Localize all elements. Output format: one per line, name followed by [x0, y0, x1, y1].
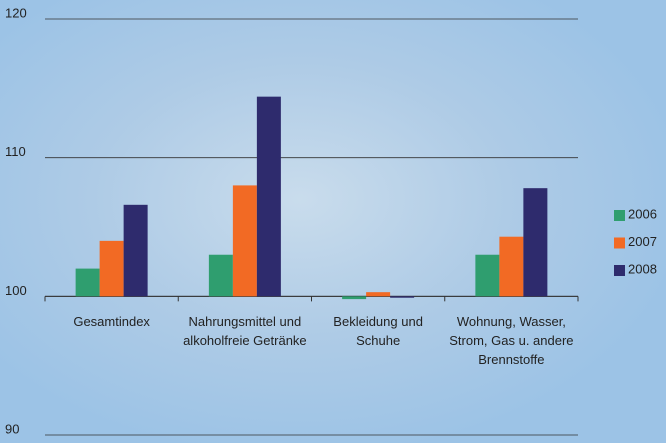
x-tick-label: Gesamtindex [73, 314, 150, 330]
bar [366, 292, 391, 297]
x-tick-label: Bekleidung und Schuhe [333, 314, 423, 349]
bar [99, 240, 124, 297]
bar [523, 188, 548, 297]
legend-label: 2006 [628, 206, 657, 221]
y-tick-label: 110 [5, 144, 26, 159]
bar [232, 185, 257, 297]
x-tick-label: Wohnung, Wasser, Strom, Gas u. andere Br… [449, 314, 574, 368]
y-tick-label: 100 [5, 283, 27, 298]
bar [123, 204, 148, 297]
bar [342, 296, 367, 300]
legend-swatch [614, 265, 625, 276]
legend-label: 2008 [628, 261, 657, 276]
bar [208, 254, 233, 297]
x-tick-label: Nahrungsmittel und alkoholfreie Getränke [183, 314, 307, 349]
legend-swatch [614, 237, 625, 249]
bar [75, 268, 100, 297]
y-tick-label: 120 [5, 5, 27, 20]
bar [475, 254, 500, 297]
legend-swatch [614, 210, 625, 221]
legend-label: 2007 [628, 234, 657, 249]
y-tick-label: 90 [5, 421, 19, 436]
bar [499, 236, 524, 297]
bar [256, 96, 281, 297]
bar [390, 296, 415, 298]
